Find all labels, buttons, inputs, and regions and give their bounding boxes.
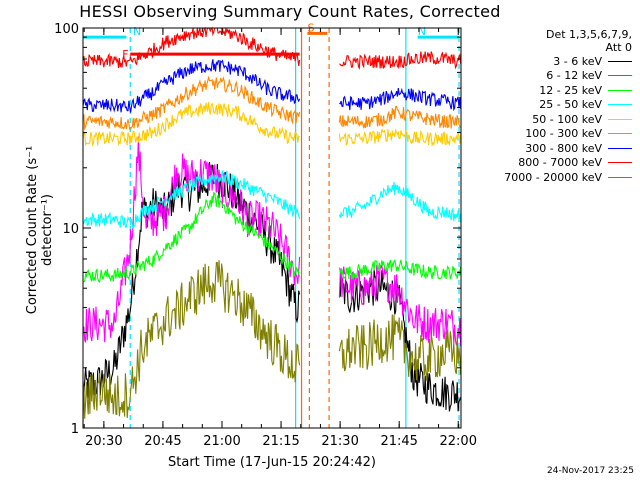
legend-swatch [608,60,632,62]
legend-label: 25 - 50 keV [539,98,602,112]
legend-swatch [608,104,632,106]
y-tick-label: 1 [71,422,79,437]
x-tick-label: 20:30 [85,434,122,449]
series-25-50kev [82,170,462,229]
legend-rows: 3 - 6 keV 6 - 12 keV 12 - 25 keV 25 - 50 ke… [474,54,634,185]
legend-label: 100 - 300 keV [525,127,602,141]
series-layer [82,26,462,424]
x-tick-label: 21:30 [321,434,358,449]
series-3-6kev [82,161,462,412]
series-300-800kev [82,59,462,113]
legend-item: 7000 - 20000 keV [474,170,634,185]
series-100-300kev [82,75,461,131]
legend-label: 12 - 25 keV [539,83,602,97]
legend-item: 6 - 12 keV [474,69,634,84]
series-12-25kev [82,191,462,283]
x-tick-label: 21:15 [262,434,299,449]
legend-header-line2: Att 0 [605,41,632,54]
legend-item: 100 - 300 keV [474,127,634,142]
flag-label-n: N [133,25,141,38]
legend-swatch [608,118,632,120]
series-7000-20000kev [82,260,462,424]
x-tick-label: 20:45 [144,434,181,449]
legend-label: 6 - 12 keV [546,69,602,83]
series-line [82,136,462,347]
legend-label: 50 - 100 keV [532,112,602,126]
x-tick-label: 21:45 [380,434,417,449]
legend-header-line1: Det 1,3,5,6,7,9, [545,28,632,41]
series-line [82,260,462,424]
legend-label: 3 - 6 keV [553,54,602,68]
legend-swatch [608,176,632,178]
x-tick-label: 22:00 [440,434,477,449]
flag-label-f: F [122,48,128,61]
x-tick-label: 21:00 [203,434,240,449]
legend-label: 7000 - 20000 keV [504,170,602,184]
series-line [82,75,461,131]
legend-swatch [608,75,632,77]
series-6-12kev [82,136,462,347]
series-line [82,26,462,70]
legend-item: 3 - 6 keV [474,54,634,69]
flag-label-n: N [418,25,426,38]
legend-label: 300 - 800 keV [525,141,602,155]
series-800-7000kev [82,26,462,70]
legend-swatch [608,162,632,164]
legend-swatch [608,147,632,149]
legend-swatch [608,133,632,135]
legend-label: 800 - 7000 keV [518,156,602,170]
legend: Det 1,3,5,6,7,9, Att 0 3 - 6 keV 6 - 12 k… [474,28,634,185]
flags-layer: N NFS [83,21,460,61]
series-line [82,102,462,148]
series-line [82,59,462,113]
legend-swatch [608,89,632,91]
series-line [82,161,462,412]
legend-item: 800 - 7000 keV [474,156,634,171]
legend-item: 25 - 50 keV [474,98,634,113]
series-line [82,191,462,283]
legend-item: 300 - 800 keV [474,141,634,156]
y-tick-label: 10 [62,222,79,237]
y-axis-label: Corrected Count Rate (s⁻¹ detector⁻¹) [25,145,55,315]
legend-item: 50 - 100 keV [474,112,634,127]
legend-item: 12 - 25 keV [474,83,634,98]
y-tick-label: 100 [54,22,79,37]
x-axis-label: Start Time (17-Jun-15 20:24:42) [168,455,376,470]
footer-timestamp: 24-Nov-2017 23:25 [547,466,634,476]
axis-layer: 20:30 20:45 21:00 21:15 21:30 21:45 22:00 1 10 10… [54,22,477,449]
series-50-100kev [82,102,462,148]
chart-title: HESSI Observing Summary Count Rates, Cor… [79,2,501,21]
series-line [82,170,462,229]
